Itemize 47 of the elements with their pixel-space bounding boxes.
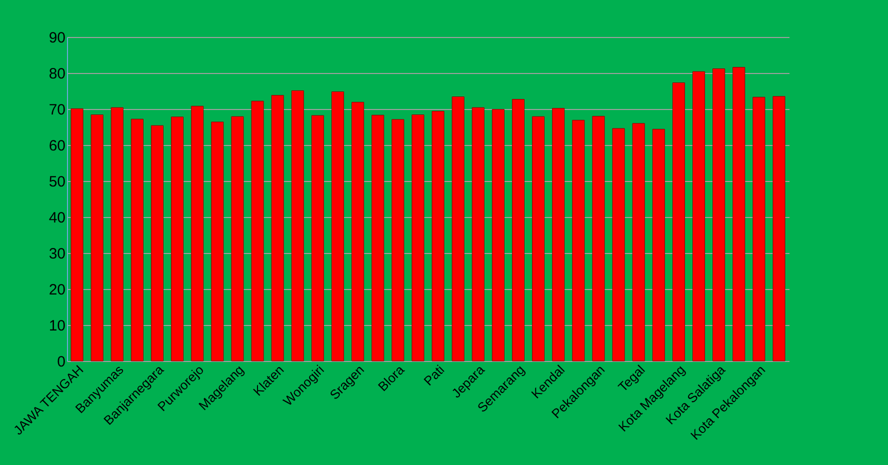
y-tick-label: 0	[57, 354, 66, 370]
bar	[772, 96, 786, 362]
y-tick-label: 80	[48, 66, 66, 82]
bar	[352, 102, 364, 362]
bar	[712, 68, 726, 362]
bar	[552, 108, 565, 362]
bar	[191, 106, 204, 362]
bar	[532, 116, 545, 362]
bar	[70, 108, 84, 362]
bar	[472, 107, 484, 362]
bar	[732, 66, 746, 362]
y-tick-label: 90	[48, 30, 66, 46]
bar	[171, 116, 184, 362]
bar	[632, 123, 645, 362]
bar	[492, 109, 504, 362]
x-tick-label: Pati	[420, 362, 448, 389]
bar	[512, 99, 525, 362]
bar	[251, 100, 264, 362]
y-tick-label: 20	[48, 282, 66, 298]
bar	[392, 119, 404, 362]
bar	[672, 82, 685, 362]
bar	[311, 115, 324, 362]
bar	[752, 96, 766, 362]
y-tick-label: 10	[48, 318, 66, 334]
bar	[150, 125, 164, 362]
bar	[331, 91, 344, 362]
bar	[572, 120, 585, 362]
bar	[211, 122, 224, 362]
bar	[110, 107, 124, 362]
bar	[291, 90, 304, 362]
y-tick-label: 30	[48, 246, 66, 262]
bar	[592, 116, 605, 362]
y-tick-label: 40	[48, 210, 66, 226]
y-tick-label: 60	[48, 138, 66, 154]
bar	[231, 116, 244, 362]
bar	[432, 110, 444, 362]
y-tick-label: 50	[48, 174, 66, 190]
bar	[692, 71, 706, 362]
bar	[90, 114, 104, 362]
bar	[412, 114, 424, 362]
bar	[130, 118, 144, 362]
bar	[452, 96, 464, 362]
bar	[612, 128, 625, 362]
y-tick-label: 70	[48, 102, 66, 118]
bar	[372, 114, 384, 362]
bar	[271, 95, 284, 362]
bar	[652, 128, 665, 362]
